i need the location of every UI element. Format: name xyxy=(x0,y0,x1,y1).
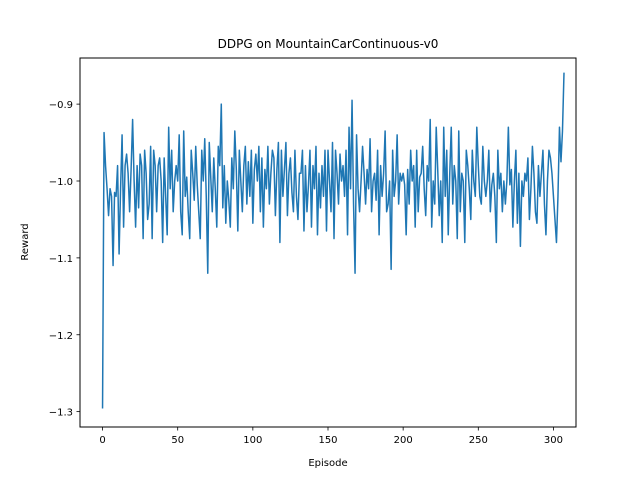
y-axis-label: Reward xyxy=(20,223,31,260)
y-tick-label: −1.2 xyxy=(49,331,73,342)
x-tick-label: 0 xyxy=(99,435,105,446)
x-axis-label: Episode xyxy=(308,458,347,469)
y-tick-label: −1.1 xyxy=(49,254,73,265)
x-tick-label: 100 xyxy=(243,435,262,446)
y-tick-label: −1.3 xyxy=(49,408,73,419)
x-tick-label: 50 xyxy=(171,435,184,446)
x-tick-label: 200 xyxy=(394,435,413,446)
x-tick-label: 300 xyxy=(544,435,563,446)
y-tick-label: −1.0 xyxy=(49,177,73,188)
x-tick-label: 150 xyxy=(318,435,337,446)
x-tick-label: 250 xyxy=(469,435,488,446)
y-tick-label: −0.9 xyxy=(49,100,73,111)
chart-title: DDPG on MountainCarContinuous-v0 xyxy=(218,37,439,51)
